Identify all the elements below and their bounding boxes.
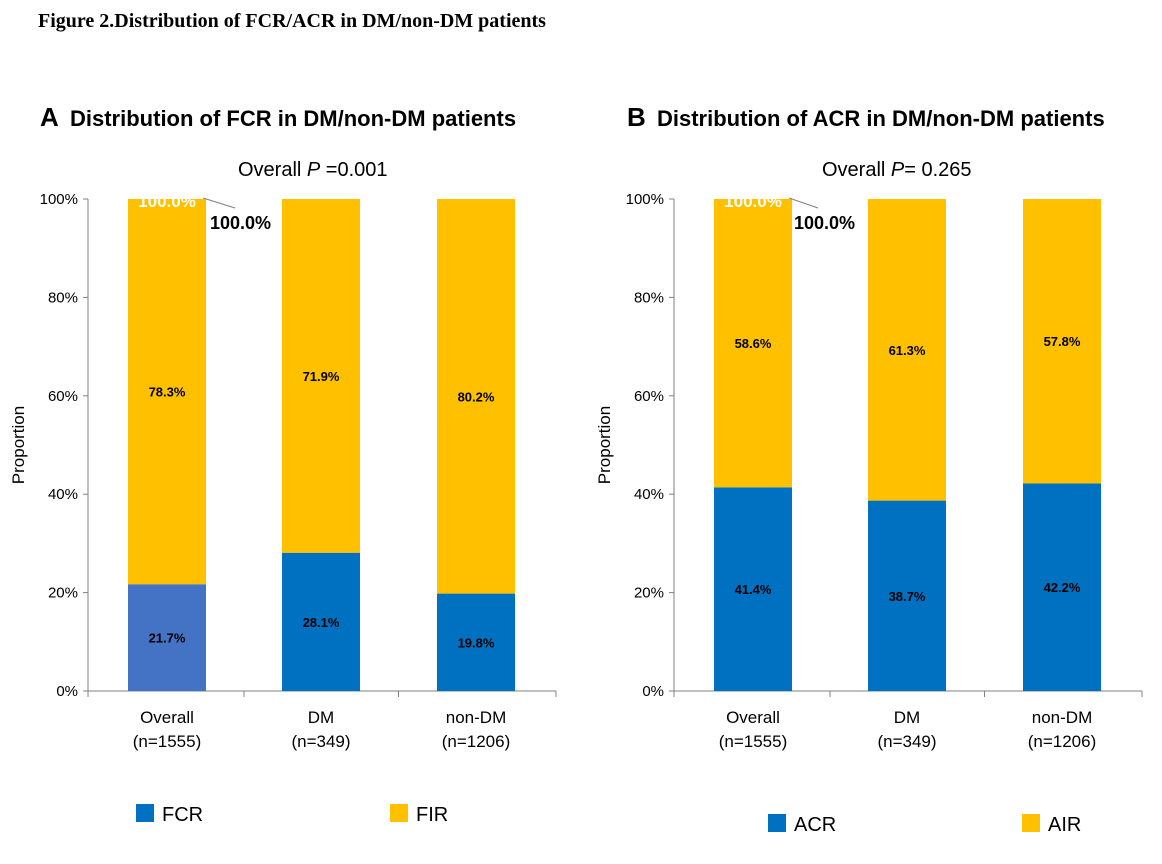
x-category-label: DM	[308, 708, 334, 727]
bar-air-2	[1023, 199, 1101, 484]
x-category-count: (n=1555)	[133, 732, 202, 751]
data-label-acr-2: 42.2%	[1044, 580, 1081, 595]
y-axis-label: Proportion	[595, 406, 614, 484]
y-tick-label: 80%	[48, 289, 78, 306]
data-label-fcr-0: 21.7%	[149, 631, 186, 646]
subtitle-value: =0.001	[320, 159, 387, 181]
legend-label-fir: FIR	[416, 804, 448, 826]
x-category-count: (n=349)	[291, 732, 350, 751]
y-tick-label: 0%	[642, 683, 664, 700]
x-category-count: (n=1555)	[719, 732, 788, 751]
bar-fcr-0	[128, 584, 206, 691]
callout-total-label: 100.0%	[210, 213, 271, 233]
bar-fir-2	[437, 199, 515, 594]
y-tick-label: 20%	[634, 585, 664, 602]
legend-swatch-fir	[390, 804, 408, 822]
y-tick-label: 100%	[40, 191, 78, 208]
callout-leader-line	[788, 197, 819, 209]
x-category-count: (n=349)	[877, 732, 936, 751]
x-category-count: (n=1206)	[442, 732, 511, 751]
subtitle-prefix: Overall	[238, 159, 307, 181]
subtitle-prefix: Overall	[822, 159, 891, 181]
data-label-fcr-2: 19.8%	[458, 635, 495, 650]
x-category-label: non-DM	[446, 708, 506, 727]
data-label-acr-0: 41.4%	[735, 582, 772, 597]
chart-panel-b: B Distribution of ACR in DM/non-DM patien…	[595, 102, 1143, 836]
y-tick-label: 60%	[634, 388, 664, 405]
y-tick-label: 60%	[48, 388, 78, 405]
data-label-acr-1: 38.7%	[889, 589, 926, 604]
bar-fir-1	[282, 199, 360, 553]
chart-panel-a: A Distribution of FCR in DM/non-DM patien…	[9, 102, 557, 826]
y-tick-label: 20%	[48, 585, 78, 602]
panel-title: Distribution of ACR in DM/non-DM patient…	[657, 106, 1105, 131]
panel-letter: A	[40, 102, 59, 132]
y-tick-label: 40%	[48, 486, 78, 503]
panel-title: Distribution of FCR in DM/non-DM patient…	[70, 106, 516, 131]
bar-total-label: 100.0%	[724, 192, 782, 211]
data-label-air-1: 61.3%	[889, 343, 926, 358]
callout-total-label: 100.0%	[794, 213, 855, 233]
bar-fcr-2	[437, 593, 515, 691]
bar-acr-1	[868, 500, 946, 691]
panel-subtitle: Overall P= 0.265	[822, 159, 972, 181]
bar-fcr-1	[282, 552, 360, 691]
y-tick-label: 80%	[634, 289, 664, 306]
y-axis-label: Proportion	[9, 406, 28, 484]
legend-label-fcr: FCR	[162, 804, 203, 826]
bar-air-0	[714, 199, 792, 488]
legend-label-acr: ACR	[794, 814, 836, 836]
bar-acr-0	[714, 487, 792, 691]
legend-swatch-air	[1022, 814, 1040, 832]
panel-letter: B	[627, 102, 646, 132]
data-label-fir-1: 71.9%	[303, 369, 340, 384]
legend-swatch-acr	[768, 814, 786, 832]
x-category-label: DM	[894, 708, 920, 727]
y-tick-label: 100%	[626, 191, 664, 208]
bar-total-label: 100.0%	[138, 192, 196, 211]
x-category-label: non-DM	[1032, 708, 1092, 727]
data-label-fcr-1: 28.1%	[303, 615, 340, 630]
y-tick-label: 40%	[634, 486, 664, 503]
bar-fir-0	[128, 199, 206, 585]
data-label-air-0: 58.6%	[735, 336, 772, 351]
subtitle-p: P	[307, 159, 321, 181]
subtitle-value: = 0.265	[904, 159, 971, 181]
y-tick-label: 0%	[56, 683, 78, 700]
bar-acr-2	[1023, 483, 1101, 691]
figure-title: Figure 2.Distribution of FCR/ACR in DM/n…	[38, 10, 546, 32]
legend-label-air: AIR	[1048, 814, 1081, 836]
legend-swatch-fcr	[136, 804, 154, 822]
subtitle-p: P	[891, 159, 905, 181]
panel-subtitle: Overall P =0.001	[238, 159, 388, 181]
callout-leader-line	[202, 197, 236, 209]
bar-air-1	[868, 199, 946, 501]
data-label-fir-0: 78.3%	[149, 385, 186, 400]
data-label-air-2: 57.8%	[1044, 334, 1081, 349]
x-category-label: Overall	[140, 708, 194, 727]
x-category-count: (n=1206)	[1028, 732, 1097, 751]
data-label-fir-2: 80.2%	[458, 389, 495, 404]
x-category-label: Overall	[726, 708, 780, 727]
